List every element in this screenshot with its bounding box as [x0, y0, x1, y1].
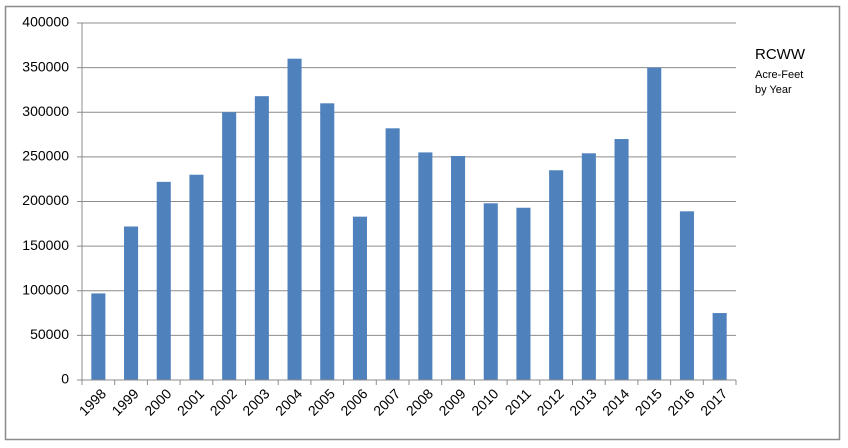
- bar: [516, 207, 531, 380]
- bar: [156, 181, 171, 380]
- bar: [189, 174, 204, 380]
- chart-subtitle: Acre-Feet: [755, 69, 803, 81]
- bar: [679, 211, 694, 380]
- bar: [222, 112, 237, 380]
- bar: [385, 128, 400, 380]
- bar: [418, 152, 433, 380]
- bar: [287, 58, 302, 380]
- y-tick-label: 50000: [30, 326, 69, 342]
- bar: [124, 226, 139, 380]
- y-tick-label: 100000: [22, 281, 69, 297]
- y-tick-label: 200000: [22, 192, 69, 208]
- bar: [647, 67, 662, 380]
- bar: [91, 293, 106, 380]
- bar: [483, 203, 498, 380]
- y-tick-label: 400000: [22, 14, 69, 30]
- bar: [254, 96, 269, 380]
- bar: [581, 153, 596, 380]
- y-tick-label: 0: [61, 371, 69, 387]
- chart-subtitle: by Year: [755, 84, 792, 96]
- y-tick-label: 150000: [22, 237, 69, 253]
- bar: [352, 216, 367, 380]
- bar: [549, 170, 564, 380]
- y-tick-label: 300000: [22, 103, 69, 119]
- bar: [712, 313, 727, 380]
- chart-title: RCWW: [755, 46, 806, 63]
- bar: [451, 155, 466, 380]
- y-tick-label: 350000: [22, 58, 69, 74]
- bar: [614, 139, 629, 380]
- y-tick-label: 250000: [22, 148, 69, 164]
- bar: [320, 103, 335, 380]
